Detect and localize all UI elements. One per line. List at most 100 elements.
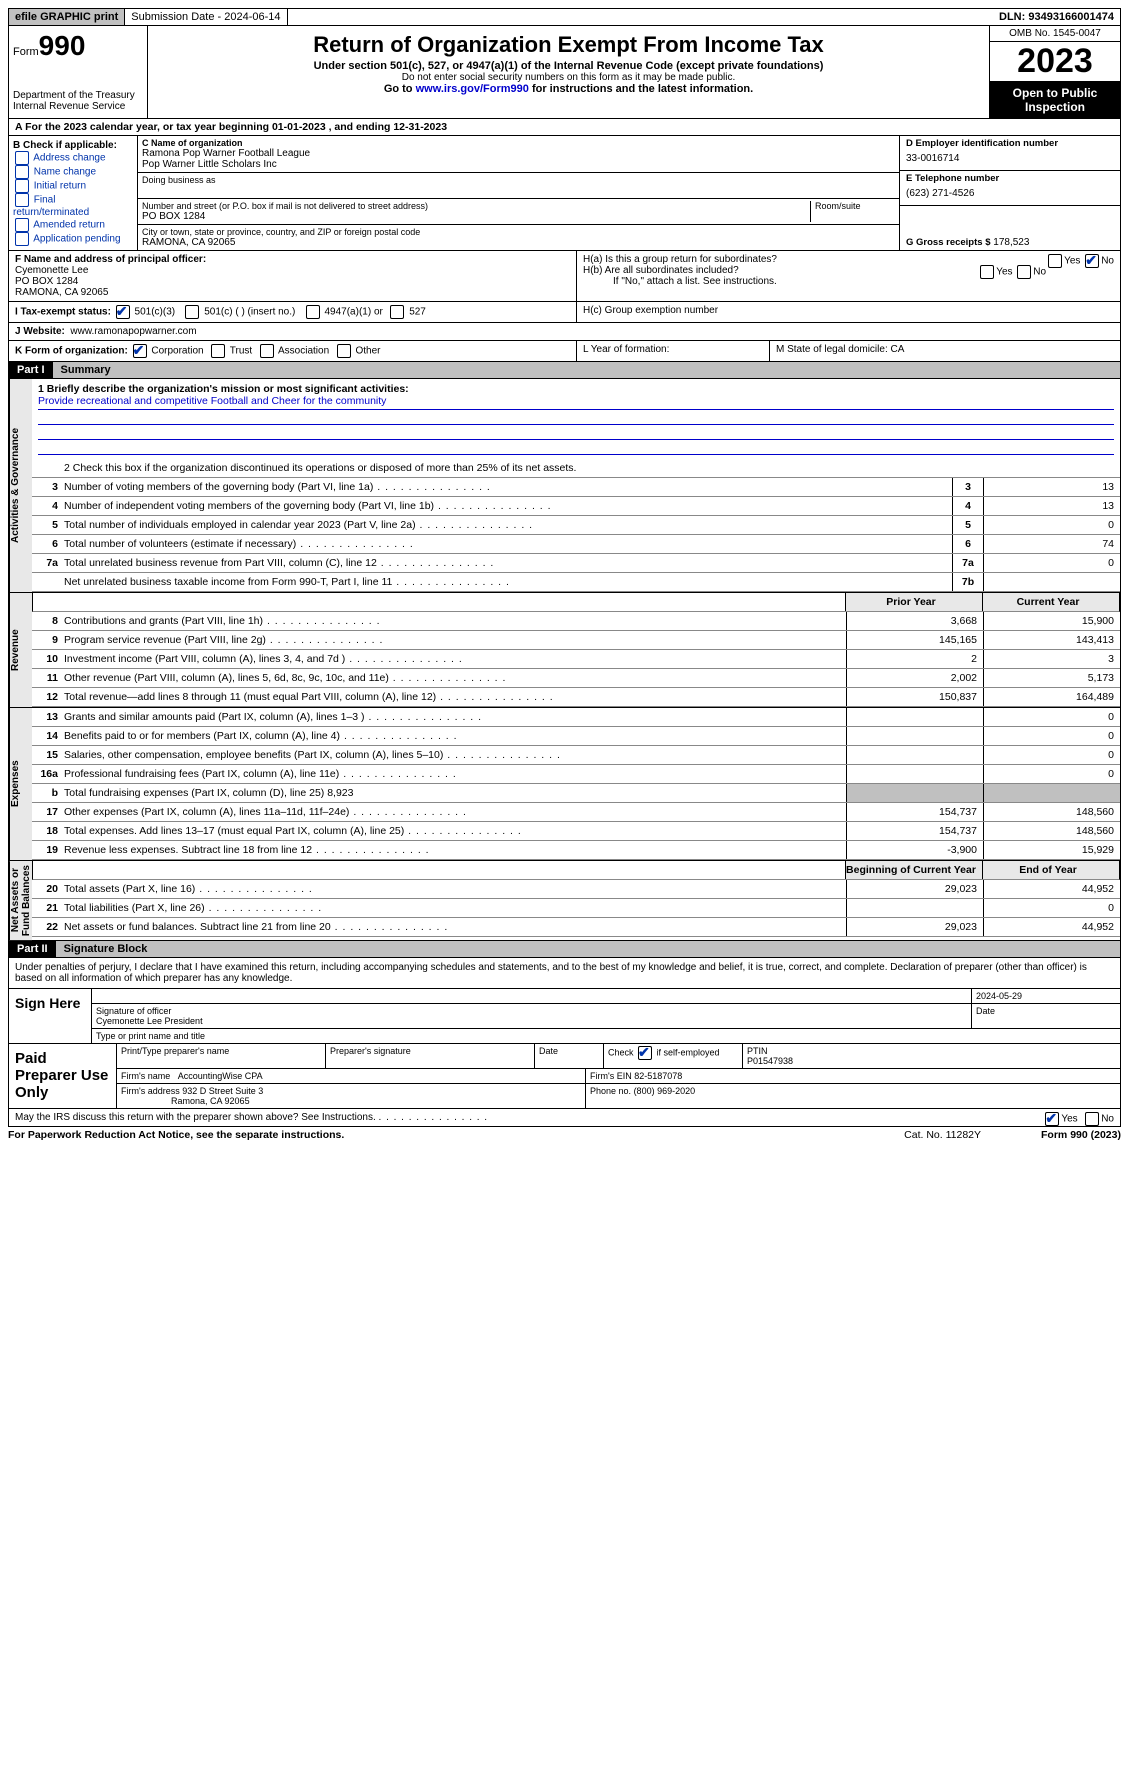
room-label: Room/suite [815, 201, 895, 211]
irs-link[interactable]: www.irs.gov/Form990 [416, 83, 529, 95]
data-line: 14Benefits paid to or for members (Part … [32, 727, 1120, 746]
data-line: 20Total assets (Part X, line 16)29,02344… [32, 880, 1120, 899]
pra-notice: For Paperwork Reduction Act Notice, see … [8, 1129, 344, 1141]
opt-address-change[interactable]: Address change [13, 151, 133, 165]
opt-name-change[interactable]: Name change [13, 165, 133, 179]
box-b-label: B Check if applicable: [13, 140, 133, 151]
prep-sig-label: Preparer's signature [326, 1044, 535, 1068]
perjury-declaration: Under penalties of perjury, I declare th… [9, 958, 1120, 989]
part-2-tag: Part II [9, 941, 56, 957]
vtab-expenses: Expenses [9, 708, 32, 860]
part-1-tag: Part I [9, 362, 53, 378]
signature-block: Under penalties of perjury, I declare th… [8, 958, 1121, 1127]
gross-value: 178,523 [993, 237, 1029, 248]
discuss-row: May the IRS discuss this return with the… [9, 1109, 1120, 1126]
officer-name: Cyemonette Lee [15, 265, 88, 276]
officer-signature-name: Cyemonette Lee President [96, 1016, 203, 1026]
open-to-public: Open to Public Inspection [990, 82, 1120, 118]
gov-line: 4Number of independent voting members of… [32, 497, 1120, 516]
prep-date-label: Date [535, 1044, 604, 1068]
data-line: 9Program service revenue (Part VIII, lin… [32, 631, 1120, 650]
summary-netassets: Net Assets or Fund Balances Beginning of… [8, 861, 1121, 941]
firm-phone: (800) 969-2020 [634, 1086, 696, 1096]
gov-line: 6Total number of volunteers (estimate if… [32, 535, 1120, 554]
row-a-period: A For the 2023 calendar year, or tax yea… [8, 119, 1121, 136]
website-value: www.ramonapopwarner.com [70, 326, 196, 337]
top-bar: efile GRAPHIC print Submission Date - 20… [8, 8, 1121, 26]
gov-line: 7aTotal unrelated business revenue from … [32, 554, 1120, 573]
gov-line: Net unrelated business taxable income fr… [32, 573, 1120, 592]
page-footer: For Paperwork Reduction Act Notice, see … [8, 1127, 1121, 1141]
ptin-value: P01547938 [747, 1056, 793, 1066]
ein-value: 33-0016714 [906, 149, 1114, 168]
tax-year: 2023 [990, 42, 1120, 82]
opt-initial-return[interactable]: Initial return [13, 179, 133, 193]
vtab-revenue: Revenue [9, 593, 32, 707]
officer-group-row: F Name and address of principal officer:… [8, 251, 1121, 302]
mission-block: 1 Briefly describe the organization's mi… [32, 379, 1120, 459]
paid-preparer-label: Paid Preparer Use Only [9, 1044, 117, 1108]
gov-line: 3Number of voting members of the governi… [32, 478, 1120, 497]
mission-text: Provide recreational and competitive Foo… [38, 395, 1114, 410]
form-subtitle: Under section 501(c), 527, or 4947(a)(1)… [152, 60, 985, 72]
phone-label: E Telephone number [906, 173, 1114, 184]
data-line: 22Net assets or fund balances. Subtract … [32, 918, 1120, 937]
na-header: Beginning of Current YearEnd of Year [32, 861, 1120, 880]
org-name-1: Ramona Pop Warner Football League [142, 148, 895, 159]
part-1-header: Part I Summary [8, 362, 1121, 379]
opt-final-return[interactable]: Final return/terminated [13, 193, 133, 218]
line-2: 2 Check this box if the organization dis… [32, 459, 1120, 478]
dba-label: Doing business as [142, 175, 895, 185]
vtab-netassets: Net Assets or Fund Balances [9, 861, 32, 940]
org-name-2: Pop Warner Little Scholars Inc [142, 159, 895, 170]
summary-governance: Activities & Governance 1 Briefly descri… [8, 379, 1121, 593]
data-line: 10Investment income (Part VIII, column (… [32, 650, 1120, 669]
department: Department of the Treasury Internal Reve… [13, 90, 143, 112]
phone-value: (623) 271-4526 [906, 184, 1114, 203]
box-c: C Name of organization Ramona Pop Warner… [138, 136, 899, 250]
data-line: 12Total revenue—add lines 8 through 11 (… [32, 688, 1120, 707]
ha-label: H(a) Is this a group return for subordin… [583, 254, 777, 265]
vtab-governance: Activities & Governance [9, 379, 32, 592]
box-h: H(a) Is this a group return for subordin… [577, 251, 1120, 301]
form-number: Form990 [13, 30, 143, 62]
sign-here-label: Sign Here [9, 989, 92, 1043]
firm-addr2: Ramona, CA 92065 [171, 1096, 250, 1106]
omb-number: OMB No. 1545-0047 [990, 26, 1120, 42]
gov-line: 5Total number of individuals employed in… [32, 516, 1120, 535]
data-line: 11Other revenue (Part VIII, column (A), … [32, 669, 1120, 688]
opt-amended-return[interactable]: Amended return [13, 218, 133, 232]
part-2-title: Signature Block [56, 941, 1120, 957]
box-b: B Check if applicable: Address change Na… [9, 136, 138, 250]
efile-label: efile GRAPHIC print [9, 9, 125, 25]
city-value: RAMONA, CA 92065 [142, 237, 895, 248]
ein-label: D Employer identification number [906, 138, 1114, 149]
org-name-label: C Name of organization [142, 138, 895, 148]
revenue-header: Prior YearCurrent Year [32, 593, 1120, 612]
opt-application-pending[interactable]: Application pending [13, 232, 133, 246]
hc-label: H(c) Group exemption number [577, 302, 724, 322]
year-formation: L Year of formation: [577, 341, 770, 361]
summary-revenue: Revenue Prior YearCurrent Year 8Contribu… [8, 593, 1121, 708]
submission-date: Submission Date - 2024-06-14 [125, 9, 287, 25]
box-d-e-g: D Employer identification number33-00167… [899, 136, 1120, 250]
part-1-title: Summary [53, 362, 1120, 378]
summary-expenses: Expenses 13Grants and similar amounts pa… [8, 708, 1121, 861]
street-value: PO BOX 1284 [142, 211, 810, 222]
officer-addr1: PO BOX 1284 [15, 276, 78, 287]
form-ref: Form 990 (2023) [1041, 1129, 1121, 1141]
type-name-label: Type or print name and title [92, 1029, 1120, 1043]
data-line: 17Other expenses (Part IX, column (A), l… [32, 803, 1120, 822]
data-line: 16aProfessional fundraising fees (Part I… [32, 765, 1120, 784]
data-line: 15Salaries, other compensation, employee… [32, 746, 1120, 765]
data-line: 21Total liabilities (Part X, line 26)0 [32, 899, 1120, 918]
part-2-header: Part II Signature Block [8, 941, 1121, 958]
website-row: J Website: www.ramonapopwarner.com [8, 323, 1121, 341]
prep-self-employed: Check if self-employed [604, 1044, 743, 1068]
data-line: bTotal fundraising expenses (Part IX, co… [32, 784, 1120, 803]
firm-name: AccountingWise CPA [178, 1071, 263, 1081]
hb-label: H(b) Are all subordinates included? [583, 265, 739, 276]
ssn-note: Do not enter social security numbers on … [152, 72, 985, 83]
cat-number: Cat. No. 11282Y [904, 1129, 981, 1141]
form-header: Form990 Department of the Treasury Inter… [8, 26, 1121, 119]
